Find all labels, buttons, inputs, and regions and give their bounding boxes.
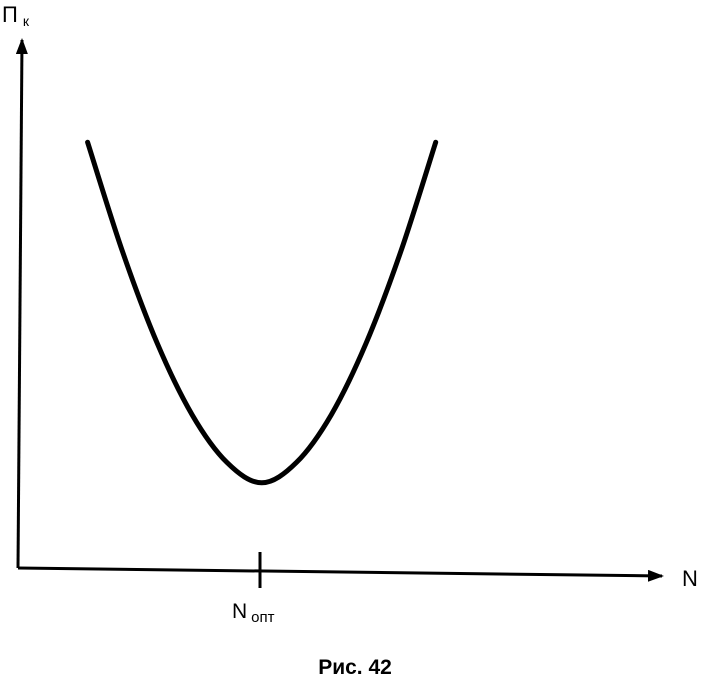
x-tick-label-main: N [232,600,247,623]
figure-caption: Рис. 42 [318,656,392,679]
series-line-curve [85,139,439,486]
x-tick-label-sub: опт [251,609,274,626]
x-axis-label: N [682,566,698,591]
x-axis-line [17,566,664,582]
y-axis-label-main: П [2,2,18,27]
y-axis-line [15,38,28,569]
y-axis-label-sub: к [23,13,30,29]
